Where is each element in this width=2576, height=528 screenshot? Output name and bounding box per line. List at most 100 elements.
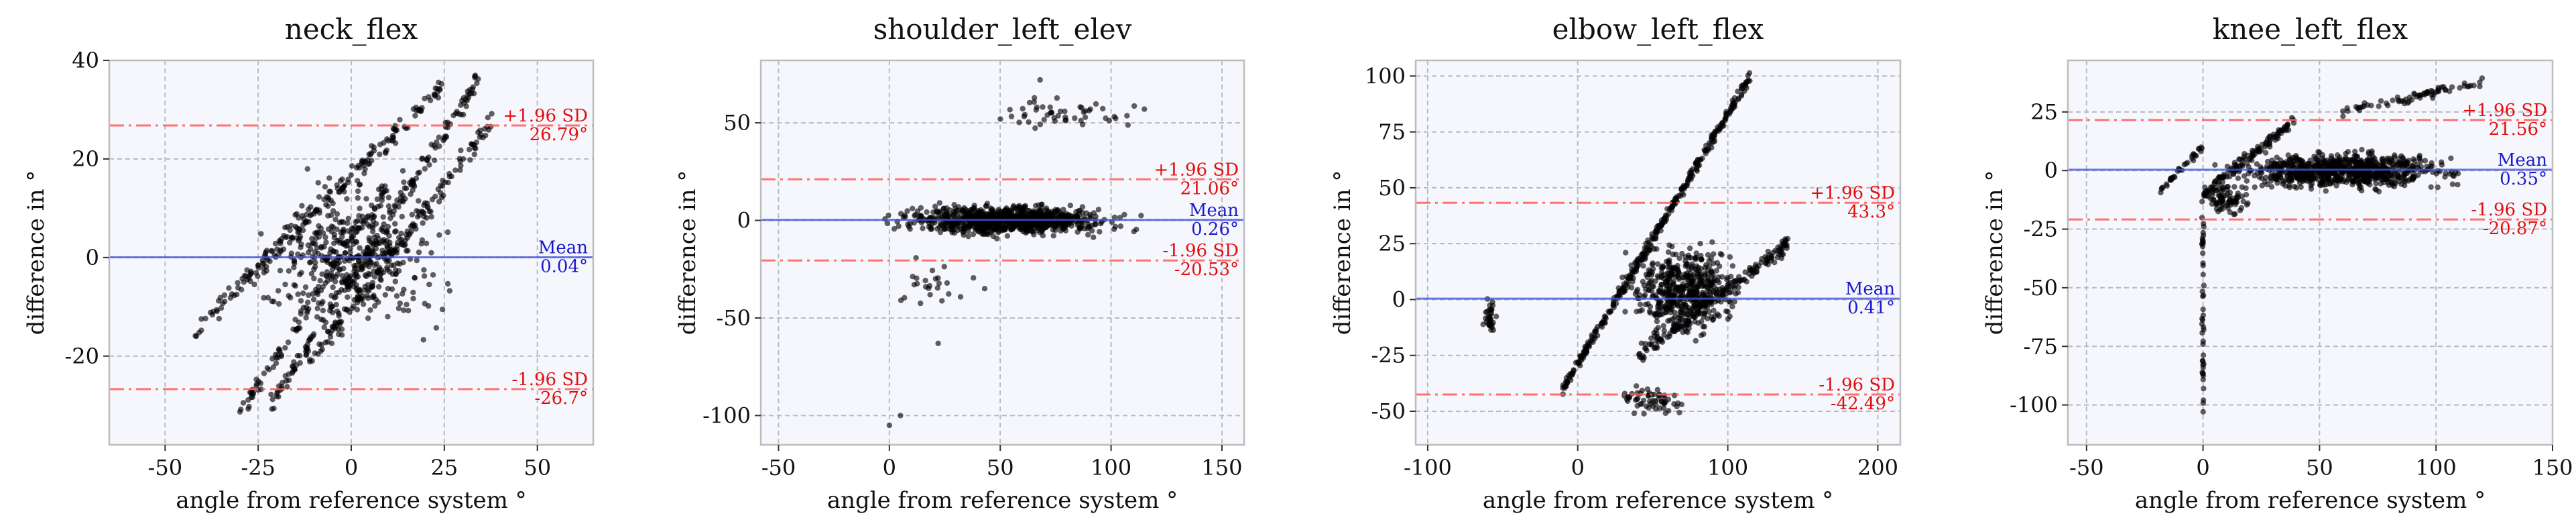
data-point xyxy=(1040,104,1046,110)
data-point xyxy=(2388,156,2394,162)
lower-sd-value: -26.7° xyxy=(534,388,588,409)
data-point xyxy=(1699,155,1705,162)
data-point xyxy=(2201,324,2207,330)
data-point xyxy=(426,162,432,168)
data-point xyxy=(331,249,337,255)
data-point xyxy=(300,227,306,233)
data-point xyxy=(1665,270,1672,276)
data-point xyxy=(910,205,916,211)
data-point xyxy=(1672,314,1678,320)
data-point xyxy=(2238,205,2244,211)
data-point xyxy=(378,227,385,233)
x-tick-label: 50 xyxy=(524,455,551,480)
data-point xyxy=(328,229,334,235)
y-tick-label: 50 xyxy=(723,110,751,136)
data-point xyxy=(1772,248,1778,254)
data-point xyxy=(1020,205,1026,211)
data-point xyxy=(198,316,204,322)
data-point xyxy=(354,299,361,306)
data-point xyxy=(2284,122,2290,128)
data-point xyxy=(2364,161,2370,167)
data-point xyxy=(1664,206,1670,212)
data-point xyxy=(1680,274,1686,281)
data-point xyxy=(298,244,304,250)
data-point xyxy=(1688,169,1695,175)
data-point xyxy=(327,301,333,307)
data-point xyxy=(1682,321,1689,327)
data-point xyxy=(1089,227,1095,234)
data-point xyxy=(459,97,465,104)
x-axis-label: angle from reference system ° xyxy=(827,487,1178,514)
data-point xyxy=(255,264,261,271)
data-point xyxy=(275,394,282,400)
data-point xyxy=(275,301,282,307)
data-point xyxy=(2236,156,2242,162)
x-tick-label: -50 xyxy=(761,455,796,480)
data-point xyxy=(367,307,373,313)
data-point xyxy=(202,315,208,321)
data-point xyxy=(347,309,353,315)
data-point xyxy=(2360,170,2367,176)
data-point xyxy=(1599,319,1606,326)
data-point xyxy=(389,286,395,293)
data-point xyxy=(2285,152,2291,158)
data-point xyxy=(2391,184,2397,190)
data-point xyxy=(1035,210,1042,216)
data-point xyxy=(1689,265,1695,271)
x-tick-label: 100 xyxy=(1707,455,1748,480)
data-point xyxy=(371,234,377,240)
data-point xyxy=(367,260,373,266)
data-point xyxy=(2404,100,2411,106)
data-point xyxy=(306,337,312,344)
data-point xyxy=(1729,263,1736,269)
data-point xyxy=(1727,299,1733,305)
data-point xyxy=(387,269,393,275)
data-point xyxy=(1631,410,1638,417)
data-point xyxy=(1717,286,1723,293)
data-point xyxy=(2246,170,2252,176)
data-point xyxy=(1711,260,1717,266)
data-point xyxy=(991,225,998,232)
y-tick-label: -25 xyxy=(2023,217,2058,242)
data-point xyxy=(1632,266,1638,273)
data-point xyxy=(1142,106,1148,112)
data-point xyxy=(320,299,326,305)
data-point xyxy=(217,295,223,301)
data-point xyxy=(326,175,332,181)
data-point xyxy=(1055,113,1061,119)
data-point xyxy=(2304,169,2310,175)
data-point xyxy=(1111,226,1117,232)
data-point xyxy=(1719,121,1725,127)
data-point xyxy=(1057,108,1064,115)
data-point xyxy=(1697,301,1703,307)
data-point xyxy=(414,208,420,214)
data-point xyxy=(2467,83,2473,89)
data-point xyxy=(1656,274,1662,280)
data-point xyxy=(318,244,324,250)
data-point xyxy=(1649,231,1655,237)
data-point xyxy=(2256,148,2262,155)
data-point xyxy=(1665,397,1672,403)
data-point xyxy=(1079,220,1086,226)
data-point xyxy=(914,275,920,281)
data-point xyxy=(2424,163,2430,170)
data-point xyxy=(2273,161,2280,167)
data-point xyxy=(2268,163,2274,169)
data-point xyxy=(1735,290,1741,296)
x-tick-label: 50 xyxy=(2306,455,2333,480)
data-point xyxy=(2276,172,2282,178)
data-point xyxy=(2262,178,2268,184)
data-point xyxy=(1639,401,1645,407)
data-point xyxy=(426,303,432,309)
data-point xyxy=(2200,352,2207,358)
data-point xyxy=(2267,133,2273,140)
data-point xyxy=(2215,176,2221,182)
data-point xyxy=(2252,184,2258,191)
data-point xyxy=(286,371,292,377)
data-point xyxy=(308,270,315,277)
data-point xyxy=(886,422,893,429)
data-point xyxy=(226,285,232,291)
data-point xyxy=(1077,225,1083,231)
data-point xyxy=(436,232,442,238)
